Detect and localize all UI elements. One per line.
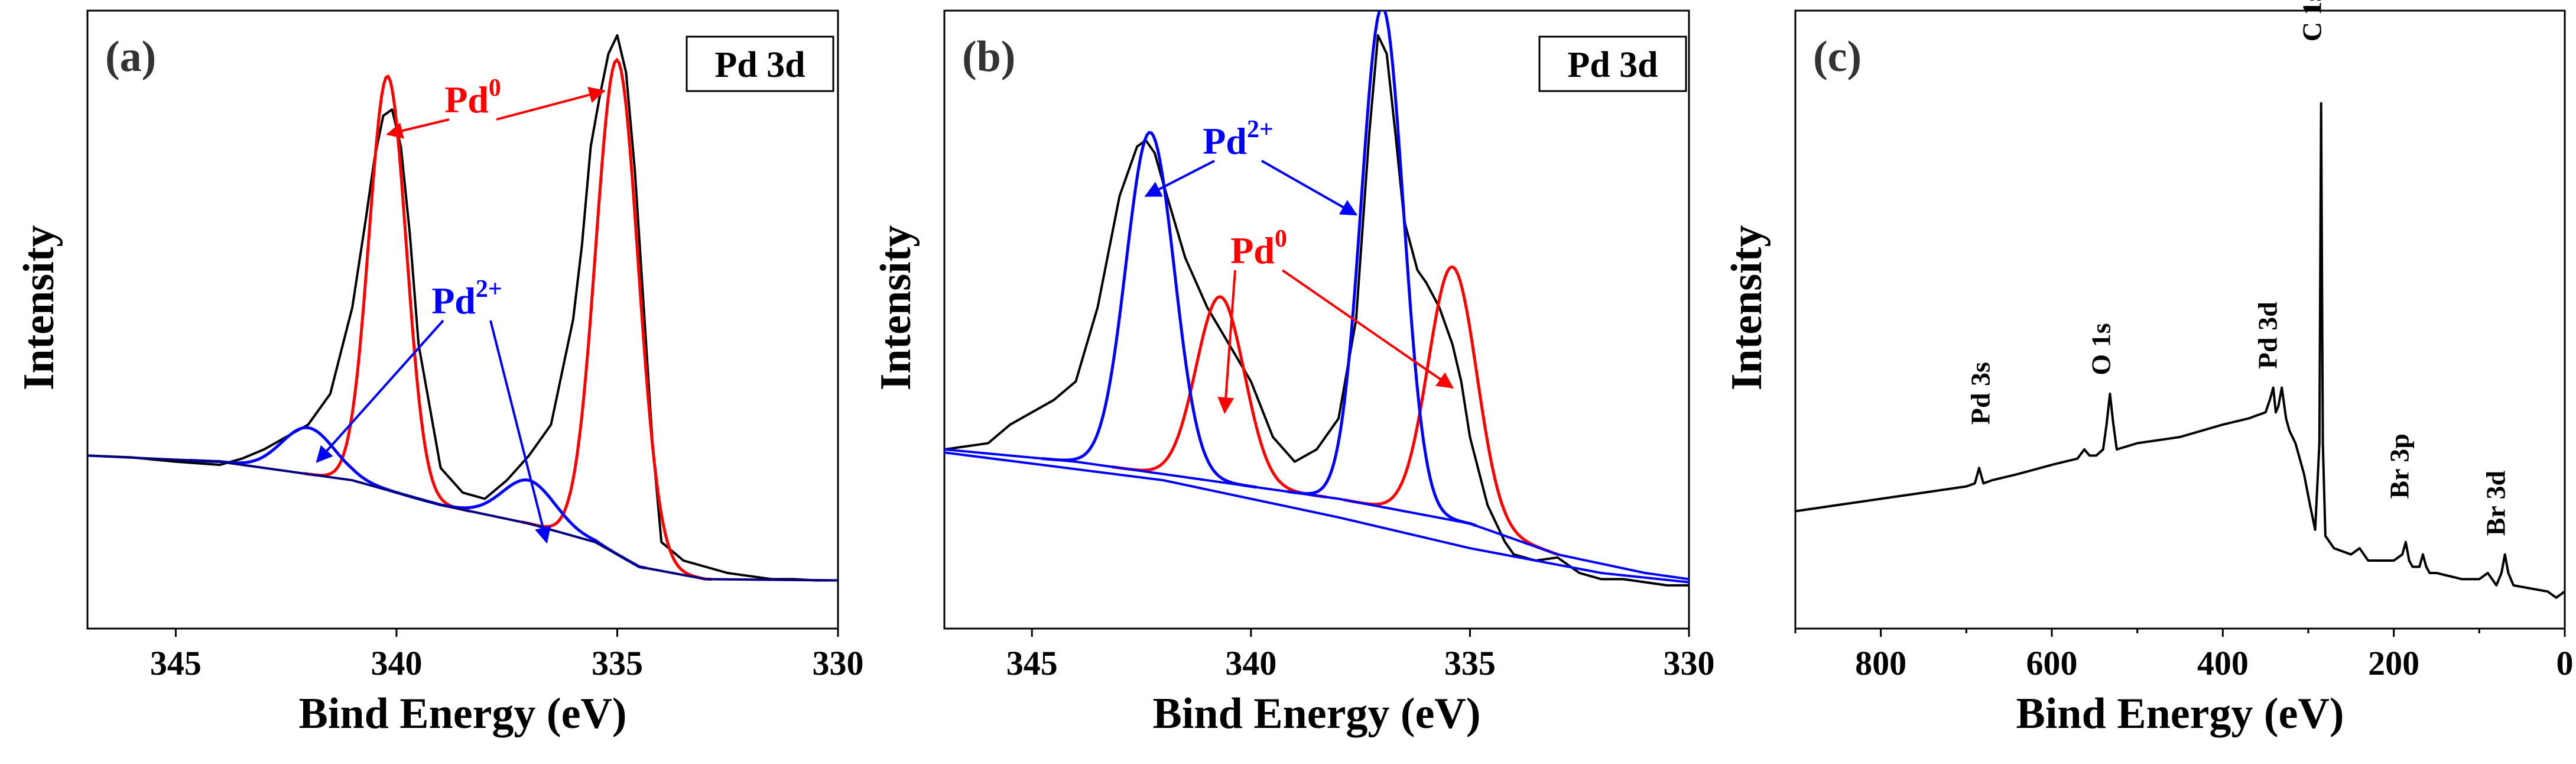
box-label-frame [1538,35,1687,92]
panel-label: (a) [105,33,156,81]
plot-frame [86,9,839,630]
x-tick-label: 340 [371,644,422,682]
annotation-arrow [386,118,450,139]
box-label: Pd 3d [1567,45,1658,85]
plot-frame [1794,9,2566,630]
x-tick-label: 200 [2368,644,2419,682]
chart-panel-1: 345 340 335 330 Bind Energy (eV) Intensity (b)… [872,9,1715,738]
panel-label: (b) [962,33,1015,81]
annotation-label: Pd0 [444,75,501,121]
peak-pd2-fit-1 [1287,11,1477,527]
series-background-2 [944,451,1689,584]
peak-pd2-fit-0 [1041,131,1257,489]
annotation-main: Pd [1230,229,1275,271]
annotation-sup: 0 [489,75,501,102]
peak-pd0-fit-1 [521,57,712,581]
x-tick-label: 335 [592,644,643,682]
annotation-arrow [1217,270,1236,415]
peak-label: Br 3p [2384,433,2414,498]
annotation-label: Pd2+ [431,276,502,322]
peak-label: O 1s [2086,323,2116,375]
y-axis-title: Intensity [1723,225,1771,391]
peak-label: Pd 3s [1965,362,1995,425]
plot-area [1795,102,2565,599]
x-axis-title: Bind Energy (eV) [1153,689,1481,738]
x-tick-label: 345 [150,644,202,682]
series-raw [944,34,1689,587]
y-axis-title: Intensity [872,225,920,391]
plot-area [944,11,1689,587]
x-tick-label: 345 [1006,644,1058,682]
annotation-arrow [1281,269,1454,389]
x-axis-title: Bind Energy (eV) [2016,689,2344,738]
annotation-arrow [1144,160,1215,198]
annotation-sup: 0 [1275,225,1287,252]
x-tick-label: 330 [813,644,864,682]
annotation-sup: 2+ [1247,116,1274,143]
plot-area [87,34,838,582]
annotation-main: Pd [431,280,476,322]
annotation-sup: 2+ [476,276,502,303]
x-axis-title: Bind Energy (eV) [299,689,627,738]
series-background [87,454,838,582]
panel-label: (c) [1813,33,1862,81]
plot-frame [943,9,1690,630]
series-survey [1795,102,2565,599]
x-tick-label: 800 [1855,644,1906,682]
y-axis-title: Intensity [15,225,63,391]
peak-pd0-fit-1 [1343,265,1560,556]
box-label-frame [686,35,834,92]
annotation-arrow [489,320,551,544]
x-tick-label: 400 [2197,644,2249,682]
x-tick-label: 335 [1444,644,1496,682]
series-background [944,448,1689,581]
x-tick-label: 0 [2556,644,2574,682]
annotation-arrow [316,319,444,463]
chart-panel-2: 800 600 400 200 0 Bind Energy (eV) Intensity (c… [1723,0,2574,738]
annotation-label: Pd2+ [1203,116,1274,162]
x-tick-label: 600 [2026,644,2078,682]
peak-pd0-fit-0 [304,74,470,513]
annotation-main: Pd [444,79,489,121]
peak-label: C 1s [2297,0,2327,41]
peak-pd0-fit-0 [1112,295,1327,499]
peak-label: Pd 3d [2252,302,2282,369]
annotation-main: Pd [1203,120,1247,162]
annotation-arrow [1261,160,1358,216]
annotation-label: Pd0 [1230,225,1287,271]
box-label: Pd 3d [714,45,805,85]
peak-label: Br 3d [2481,470,2511,536]
chart-panel-0: 345 340 335 330 Bind Energy (eV) Intensity (a)… [15,9,864,738]
x-tick-label: 340 [1225,644,1276,682]
annotation-arrow [496,86,606,121]
x-tick-label: 330 [1664,644,1715,682]
